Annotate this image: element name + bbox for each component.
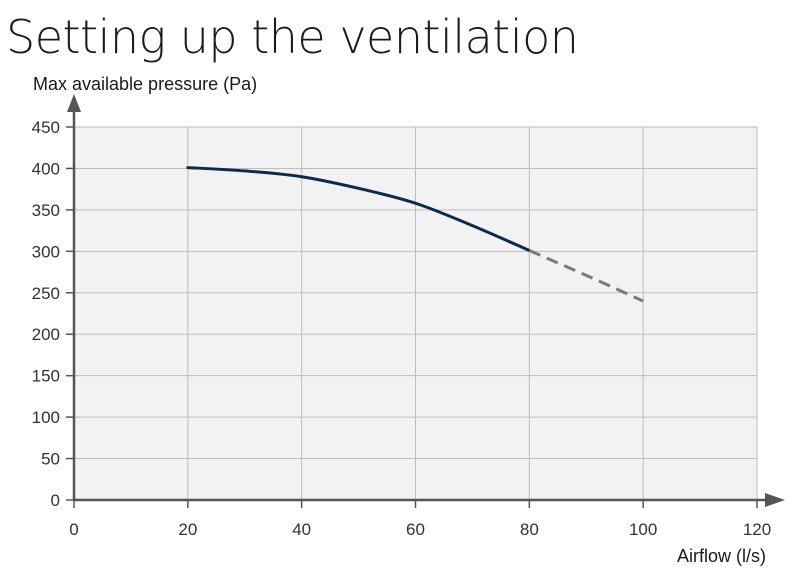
y-tick-label: 100 [32,408,60,427]
x-tick-label: 40 [292,520,311,539]
grid-lines [74,126,758,500]
y-tick-label: 300 [32,242,60,261]
y-tick-label: 400 [32,159,60,178]
x-axis-arrow [765,493,785,507]
axes [67,94,785,507]
y-tick-labels: 0 50 100 150 200 250 300 350 400 450 [32,118,74,510]
y-tick-label: 0 [51,491,60,510]
x-tick-label: 120 [743,520,771,539]
x-tick-label: 0 [69,520,78,539]
x-tick-label: 20 [178,520,197,539]
y-axis-label: Max available pressure (Pa) [33,74,257,94]
x-axis-label: Airflow (l/s) [677,546,766,566]
x-tick-label: 60 [406,520,425,539]
page-title: Setting up the ventilation [6,10,579,64]
extrapolated-curve [528,249,644,303]
y-tick-label: 200 [32,325,60,344]
x-tick-labels: 0 20 40 60 80 100 120 [69,500,771,539]
y-tick-label: 450 [32,118,60,137]
pressure-curve [186,166,531,253]
y-tick-label: 350 [32,201,60,220]
y-tick-label: 250 [32,284,60,303]
data-series [186,166,644,303]
x-tick-label: 80 [520,520,539,539]
y-axis-arrow [67,94,81,112]
y-tick-label: 50 [41,450,60,469]
x-tick-label: 100 [629,520,657,539]
y-tick-label: 150 [32,367,60,386]
